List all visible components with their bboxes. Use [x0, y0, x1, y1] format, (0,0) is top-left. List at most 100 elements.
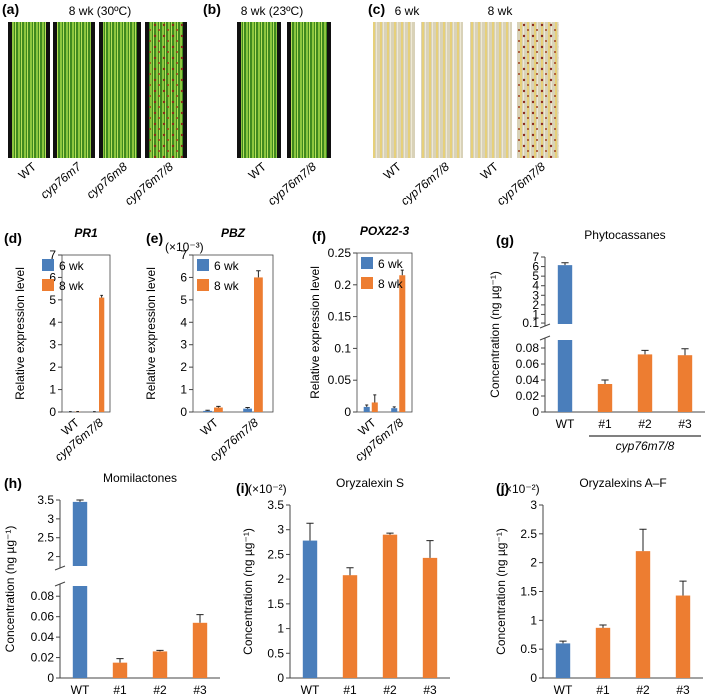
bar [192, 622, 208, 678]
legend-swatch [42, 259, 54, 271]
panel-label: (c) [368, 1, 385, 17]
legend-label: 8 wk [214, 279, 240, 293]
x-tick-label: cyp76m7/8 [52, 415, 106, 464]
x-tick-label: #2 [636, 683, 650, 697]
y-tick-label: 7 [532, 250, 539, 264]
leaf-photo [470, 22, 512, 158]
scale-label: (×10⁻³) [165, 240, 204, 254]
error-bar [400, 269, 404, 276]
bar [677, 355, 693, 412]
error-bar [116, 658, 124, 663]
panel-label: (h) [4, 475, 22, 491]
plot-frame [356, 252, 413, 413]
x-tick-label: WT [71, 683, 90, 697]
error-bar [392, 406, 396, 409]
bar [214, 407, 223, 412]
y-tick-label: 3 [49, 338, 56, 352]
bar [557, 340, 573, 412]
panel-label: (b) [203, 1, 221, 17]
y-tick-label: 0.1 [334, 341, 351, 355]
x-tick-label: #3 [423, 683, 437, 697]
y-tick-label: 1 [277, 622, 284, 636]
legend-swatch [361, 277, 373, 289]
error-bar [641, 349, 649, 355]
photo-edge [327, 22, 331, 158]
genotype-label: WT [246, 159, 270, 182]
x-tick-label: #3 [676, 683, 690, 697]
y-tick-label: 1.5 [520, 585, 537, 599]
scale-label: (×10⁻²) [501, 482, 540, 496]
error-bar [679, 580, 687, 596]
bar [382, 534, 398, 678]
lesion-spots [517, 22, 559, 158]
x-tick-label: #1 [598, 417, 612, 431]
bar [399, 275, 406, 412]
x-tick-label: #2 [153, 683, 167, 697]
y-tick-label: 2 [49, 360, 56, 374]
y-tick-label: 4 [532, 279, 539, 293]
y-tick-label: 1.5 [267, 597, 284, 611]
bar [72, 501, 88, 566]
y-tick-label: 3 [532, 288, 539, 302]
y-tick-label: 2 [180, 360, 187, 374]
y-axis-label: Concentration (ng µg⁻¹) [3, 526, 17, 653]
chart-title: Oryzalexins A–F [579, 476, 666, 490]
x-tick-label: #1 [113, 683, 127, 697]
y-tick-label: 4 [49, 315, 56, 329]
error-bar [346, 567, 354, 576]
legend-label: 8 wk [378, 277, 404, 291]
error-bar [100, 294, 103, 298]
error-bar [216, 405, 221, 408]
legend-label: 6 wk [378, 257, 404, 271]
bar [254, 277, 263, 412]
x-tick-label: #2 [638, 417, 652, 431]
bar [637, 354, 653, 412]
chart-title: Momilactones [103, 471, 177, 485]
error-bar [373, 394, 377, 403]
leaf-photo [8, 22, 50, 158]
y-tick-label: 1 [49, 383, 56, 397]
bar [557, 265, 573, 324]
y-tick-label: 1 [532, 307, 539, 321]
panel-header: 8 wk (23ºC) [241, 4, 303, 18]
y-tick-label: 5 [49, 293, 56, 307]
y-tick-label: 0.05 [328, 373, 352, 387]
y-tick-label: 0 [344, 405, 351, 419]
y-tick-label: 0.04 [516, 373, 540, 387]
error-bar [205, 409, 210, 411]
y-tick-label: 2.5 [267, 547, 284, 561]
y-tick-label: 1 [530, 613, 537, 627]
leaf-photo [237, 22, 281, 158]
x-tick-label: #3 [678, 417, 692, 431]
y-tick-label: 0.2 [334, 278, 351, 292]
chart-title: PBZ [221, 226, 246, 240]
x-tick-label: WT [198, 415, 222, 438]
panel-label: (j) [496, 480, 509, 496]
panel-label: (d) [4, 230, 22, 246]
chart-title: PR1 [74, 226, 98, 240]
bar [675, 595, 691, 678]
panel-label: (f) [312, 228, 326, 244]
photo-edge [99, 22, 103, 158]
bar [635, 551, 651, 678]
bar [342, 575, 358, 678]
bar-break-gap [71, 566, 89, 586]
genotype-label: cyp76m7/8 [494, 159, 548, 208]
y-axis-label: Relative expression level [13, 267, 27, 400]
chart-title: Oryzalexin S [336, 476, 404, 490]
legend-swatch [197, 279, 209, 291]
photo-edge [91, 22, 95, 158]
x-tick-label: WT [554, 683, 573, 697]
x-tick-label: #3 [193, 683, 207, 697]
photo-edge [277, 22, 281, 158]
y-tick-label: 0.15 [328, 310, 352, 324]
scale-label: (×10⁻²) [248, 482, 287, 496]
photo-edge [183, 22, 187, 158]
genotype-label: cyp76m7/8 [122, 159, 176, 208]
y-tick-label: 7 [180, 248, 187, 262]
y-tick-label: 0.04 [31, 630, 55, 644]
y-tick-label: 3 [277, 523, 284, 537]
y-tick-label: 0 [277, 671, 284, 685]
error-bar [365, 404, 369, 407]
